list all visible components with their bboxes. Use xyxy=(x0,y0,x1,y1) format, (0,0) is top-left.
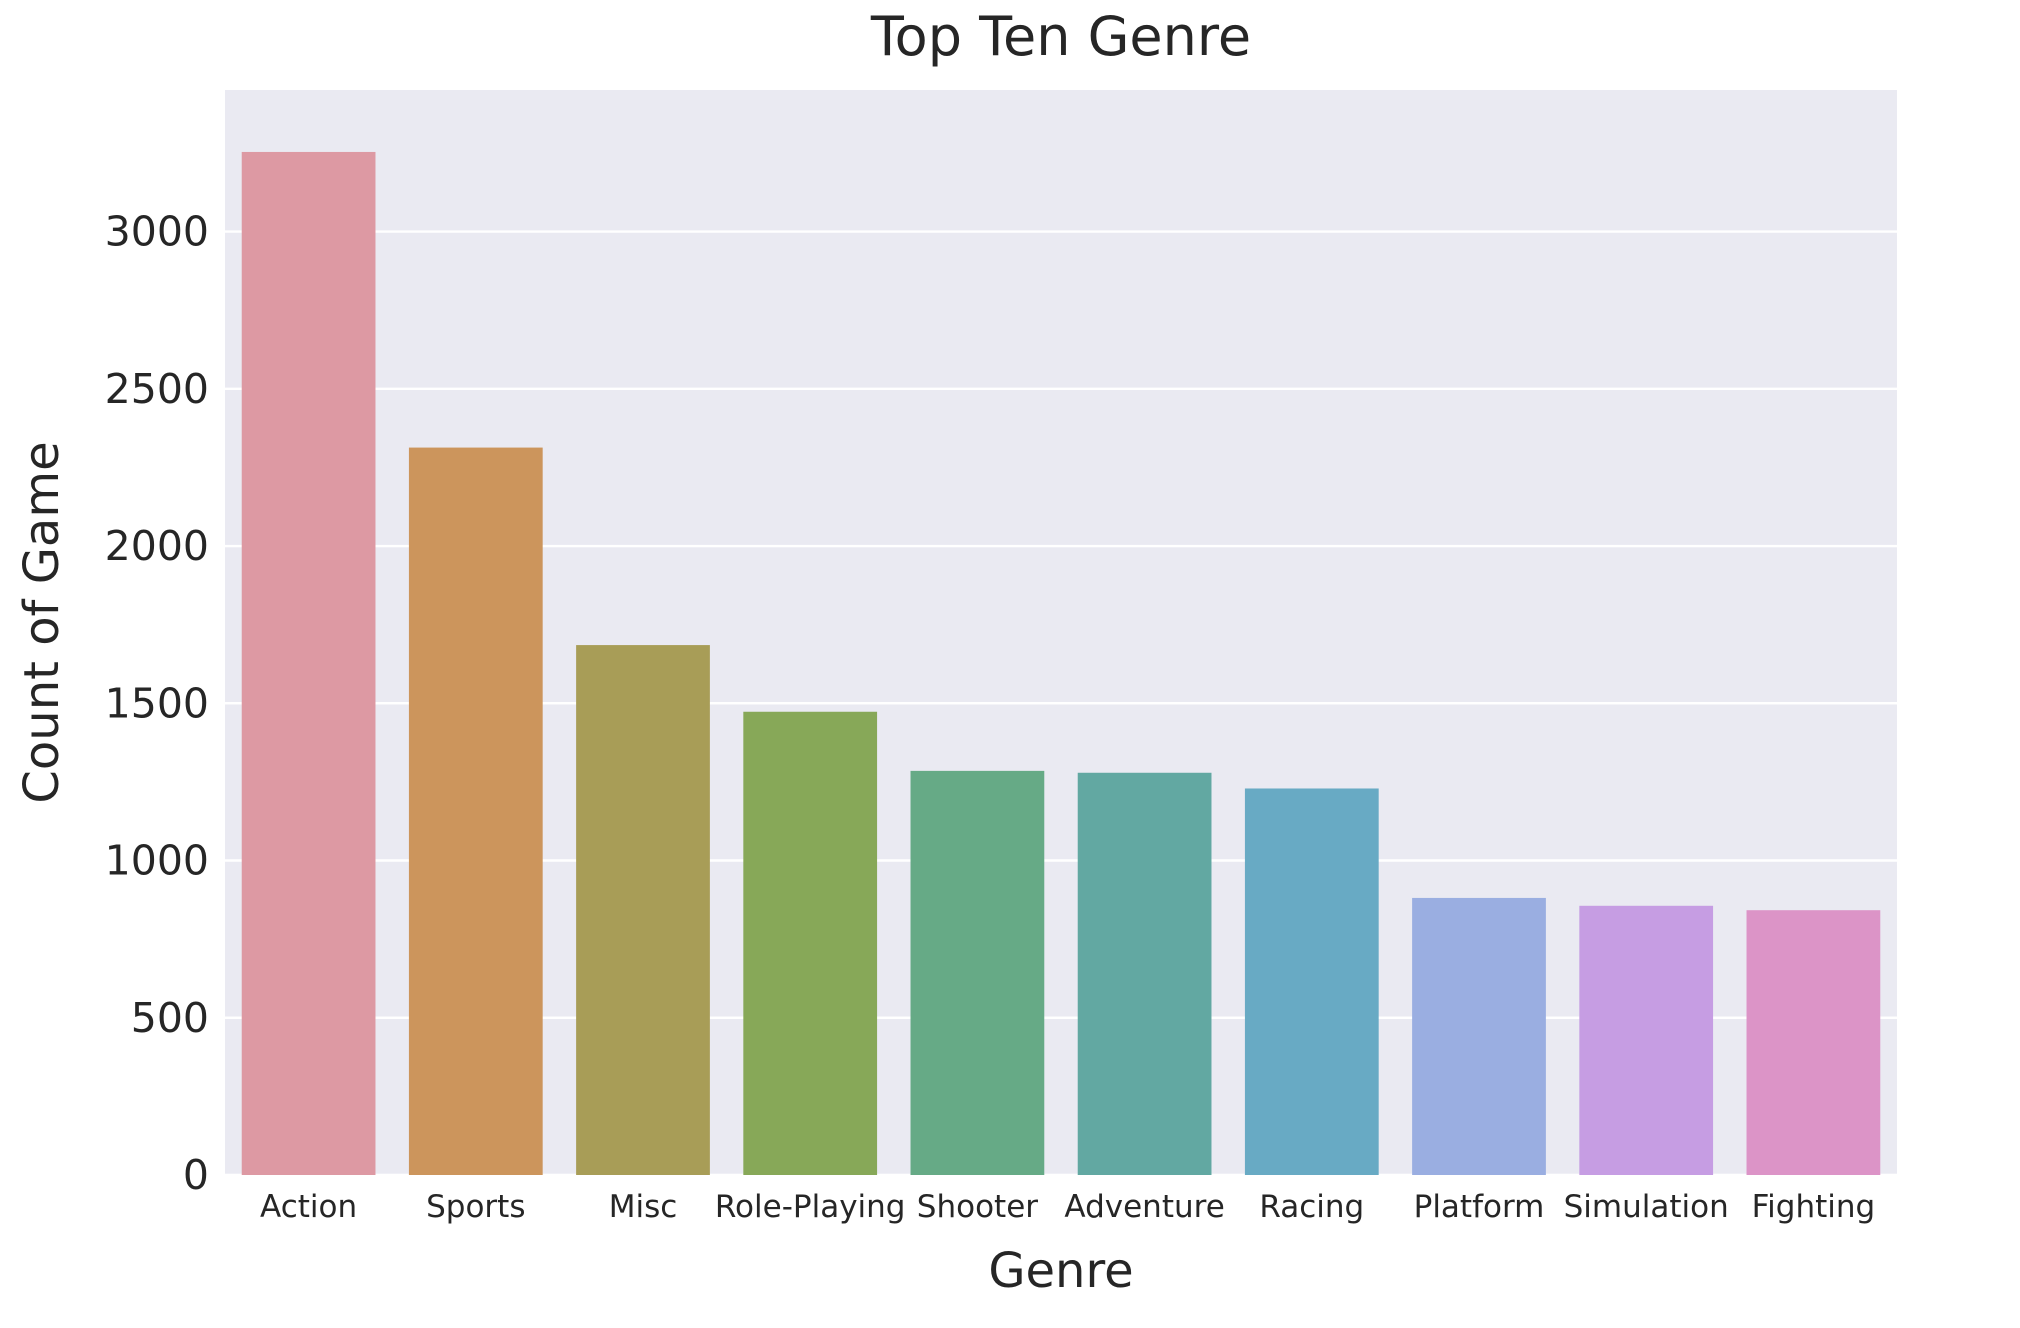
x-tick-label: Action xyxy=(260,1189,357,1225)
x-axis-label: Genre xyxy=(988,1243,1133,1299)
bar-simulation xyxy=(1579,905,1714,1175)
bar-shooter xyxy=(910,770,1045,1175)
x-tick-label: Platform xyxy=(1414,1189,1545,1225)
x-tick-labels: Action Sports Misc Role-Playing Shooter Adven… xyxy=(260,1189,1875,1225)
bar-adventure xyxy=(1077,772,1212,1175)
bar-role-playing xyxy=(743,711,878,1175)
x-tick-label: Adventure xyxy=(1064,1189,1224,1225)
y-tick-label: 2000 xyxy=(105,522,209,570)
x-tick-label: Fighting xyxy=(1752,1189,1876,1225)
y-axis-label: Count of Game xyxy=(14,441,70,803)
x-tick-label: Racing xyxy=(1259,1189,1364,1225)
chart-title: Top Ten Genre xyxy=(870,5,1251,68)
y-tick-label: 1500 xyxy=(105,679,209,727)
y-tick-label: 3000 xyxy=(105,208,209,256)
bars xyxy=(241,151,1881,1175)
bar-racing xyxy=(1244,788,1379,1175)
bar-fighting xyxy=(1746,910,1881,1175)
y-tick-label: 2500 xyxy=(105,365,209,413)
bar-sports xyxy=(408,447,543,1175)
bar-action xyxy=(241,151,376,1175)
bar-platform xyxy=(1412,897,1546,1175)
x-tick-label: Role-Playing xyxy=(715,1189,906,1225)
y-tick-label: 500 xyxy=(131,994,209,1042)
y-tick-label: 0 xyxy=(183,1151,209,1199)
x-tick-label: Shooter xyxy=(917,1189,1038,1225)
x-tick-label: Sports xyxy=(426,1189,525,1225)
y-tick-label: 1000 xyxy=(105,837,209,885)
bar-misc xyxy=(576,645,710,1175)
y-tick-labels: 0 500 1000 1500 2000 2500 3000 xyxy=(105,208,209,1199)
x-tick-label: Simulation xyxy=(1564,1189,1729,1225)
x-tick-label: Misc xyxy=(609,1189,678,1225)
